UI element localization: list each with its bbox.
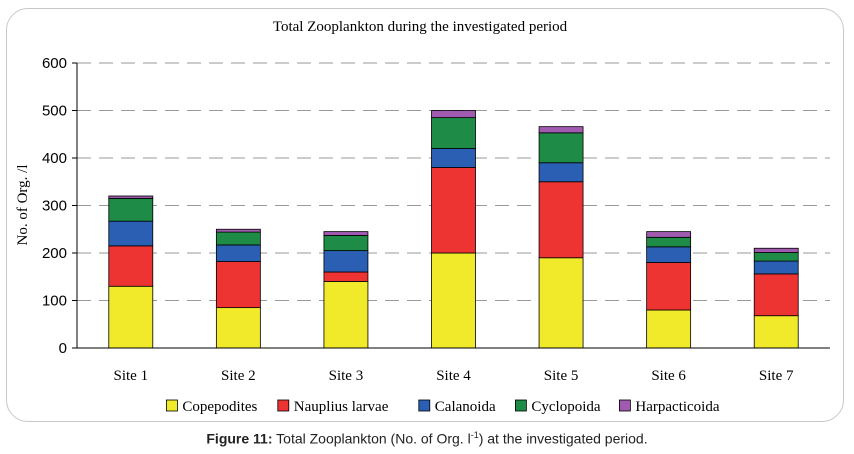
bar-segment bbox=[646, 231, 692, 238]
bar-segment bbox=[538, 181, 584, 259]
bar-segment bbox=[215, 228, 261, 233]
bar-segment bbox=[753, 273, 799, 317]
y-tick-label: 400 bbox=[42, 150, 67, 167]
bar-segment bbox=[108, 285, 154, 349]
chart-title: Total Zooplankton during the investigate… bbox=[273, 19, 568, 35]
x-tick-label: Site 7 bbox=[759, 368, 794, 384]
bar-segment bbox=[646, 262, 692, 311]
caption-text-after: ) at the investigated period. bbox=[478, 430, 648, 447]
x-tick-label: Site 4 bbox=[436, 368, 471, 384]
y-tick-label: 200 bbox=[42, 245, 67, 262]
bar-segment bbox=[431, 252, 476, 349]
bar-segment bbox=[646, 236, 692, 248]
caption-superscript: -1 bbox=[470, 430, 479, 440]
bar-segment bbox=[323, 235, 369, 252]
y-tick-label: 300 bbox=[42, 198, 67, 215]
y-tick-label: 0 bbox=[59, 340, 67, 357]
bar-segment bbox=[753, 260, 799, 275]
bar-segment bbox=[108, 220, 154, 247]
x-tick-label: Site 5 bbox=[544, 368, 579, 384]
bar-segment bbox=[215, 244, 261, 262]
bar-segment bbox=[215, 261, 261, 309]
legend-label: Nauplius larvae bbox=[294, 399, 389, 415]
legend-label: Harpacticoida bbox=[635, 399, 719, 415]
bar-segment bbox=[431, 117, 476, 149]
legend-swatch bbox=[515, 399, 527, 412]
bars bbox=[108, 110, 799, 349]
bar-segment bbox=[753, 315, 799, 349]
bar-segment bbox=[646, 246, 692, 263]
legend-label: Calanoida bbox=[435, 399, 496, 415]
y-tick-label: 500 bbox=[42, 103, 67, 120]
bar-segment bbox=[753, 247, 799, 253]
bar-segment bbox=[323, 231, 369, 236]
stacked-bar-chart: Total Zooplankton during the investigate… bbox=[15, 19, 830, 415]
x-tick-label: Site 6 bbox=[651, 368, 686, 384]
legend-swatch bbox=[165, 399, 178, 412]
caption-label: Figure 11: bbox=[206, 430, 273, 447]
bar-segment bbox=[646, 309, 692, 349]
bar-segment bbox=[108, 245, 154, 287]
caption-text-before: Total Zooplankton (No. of Org. l bbox=[272, 430, 471, 447]
bar-segment bbox=[323, 271, 369, 282]
y-axis-label: No. of Org. /l bbox=[15, 165, 31, 246]
bar-segment bbox=[323, 281, 369, 349]
legend-swatch bbox=[418, 399, 431, 412]
figure-caption: Figure 11: Total Zooplankton (No. of Org… bbox=[0, 430, 854, 447]
x-tick-label: Site 1 bbox=[113, 368, 148, 384]
legend-swatch bbox=[277, 399, 290, 412]
bar-segment bbox=[538, 126, 584, 134]
y-tick-label: 600 bbox=[42, 55, 67, 72]
x-tick-label: Site 2 bbox=[221, 368, 256, 384]
legend: Copepodites Nauplius larvae Calanoida Cyclo… bbox=[165, 399, 720, 415]
bar-segment bbox=[323, 250, 369, 273]
bar-segment bbox=[108, 195, 154, 199]
bar-segment bbox=[538, 132, 584, 164]
bar-segment bbox=[538, 162, 584, 183]
bar-segment bbox=[753, 252, 799, 262]
legend-label: Copepodites bbox=[182, 399, 257, 415]
bar-segment bbox=[215, 231, 261, 246]
bar-segment bbox=[538, 257, 584, 349]
bar-segment bbox=[215, 307, 261, 349]
bar-segment bbox=[431, 167, 476, 254]
bar-segment bbox=[108, 197, 154, 222]
legend-label: Cyclopoida bbox=[531, 399, 600, 415]
x-tick-label: Site 3 bbox=[329, 368, 364, 384]
bar-segment bbox=[431, 110, 476, 119]
y-tick-label: 100 bbox=[42, 293, 67, 310]
axes: 0 100 200 300 400 500 600 Site 1 Site 2 Site 3 Sit… bbox=[42, 55, 830, 384]
legend-swatch bbox=[619, 399, 631, 412]
bar-segment bbox=[431, 148, 476, 168]
